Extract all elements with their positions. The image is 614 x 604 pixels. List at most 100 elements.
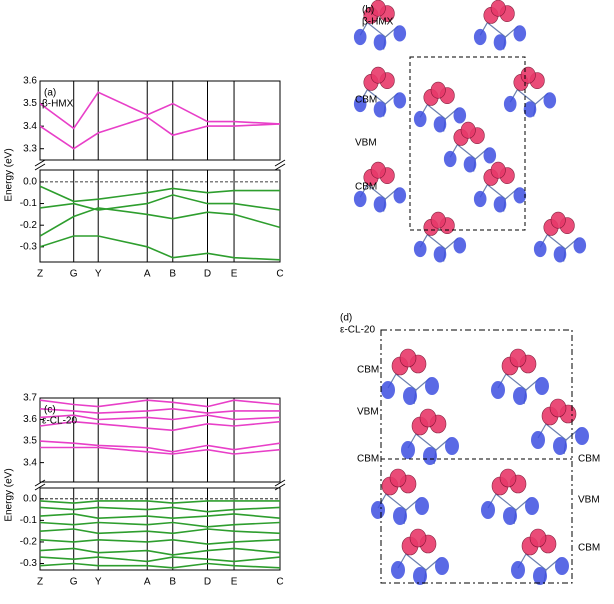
panel-label: (d) (340, 313, 352, 324)
orbital-lobe (423, 447, 437, 465)
band (40, 562, 280, 569)
orbital-lobe (490, 161, 506, 179)
bond (505, 373, 527, 391)
orbital-lobe (399, 348, 417, 368)
orbital-lobe (491, 381, 505, 399)
y-tick-label: -0.1 (20, 515, 38, 526)
orbital-lobe (373, 196, 387, 213)
orbital-lobe (513, 25, 527, 42)
orbital-lobe (533, 567, 547, 585)
y-tick-label: -0.2 (20, 220, 38, 231)
axis-break (34, 159, 46, 167)
axis-break (274, 483, 286, 491)
unit-cell (409, 56, 526, 231)
orbital-lobe (523, 101, 537, 118)
band (40, 506, 280, 513)
bond (415, 433, 437, 451)
orbital-lobe (371, 501, 385, 519)
band (40, 446, 280, 455)
orbital-lobe (503, 507, 517, 525)
orbital-lobe (473, 28, 487, 46)
band (40, 538, 280, 545)
orbital-lobe (490, 0, 506, 17)
annotation: β-HMX (42, 99, 74, 110)
orbital-lobe (460, 121, 476, 139)
y-tick-label: 3.6 (23, 414, 37, 425)
band (40, 420, 280, 432)
orbital-lobe (373, 34, 387, 51)
x-tick-label: Z (37, 577, 43, 588)
axis-break (274, 479, 286, 487)
bond (367, 89, 386, 105)
orbital-lobe (389, 468, 407, 488)
x-tick-label: E (231, 577, 238, 588)
y-axis-label: Energy (eV) (4, 148, 15, 201)
orbital-lobe (381, 381, 395, 399)
orbital-lobe (419, 408, 437, 428)
orbital-lobe (393, 507, 407, 525)
bond (427, 234, 446, 250)
band-label: VBM (355, 138, 377, 149)
orbital-lobe (573, 237, 587, 254)
band (40, 207, 280, 237)
band-label: CBM (357, 454, 379, 465)
compound-label: β-HMX (362, 17, 394, 28)
y-tick-label: -0.3 (20, 241, 38, 252)
y-tick-label: 3.5 (23, 436, 37, 447)
band (40, 194, 280, 211)
y-tick-label: 3.3 (23, 143, 37, 154)
band (40, 440, 280, 453)
orbital-lobe (463, 156, 477, 173)
y-tick-label: 3.4 (23, 121, 37, 132)
bond (427, 104, 446, 120)
band (40, 556, 280, 563)
bond (545, 423, 567, 441)
band (40, 399, 280, 408)
bond (405, 553, 427, 571)
axis-break (34, 479, 46, 487)
orbital-lobe (445, 437, 459, 455)
band-label: CBM (355, 182, 377, 193)
orbital-lobe (393, 92, 407, 109)
orbital-lobe (529, 528, 547, 548)
band (40, 235, 280, 261)
orbital-lobe (401, 441, 415, 459)
orbital-lobe (575, 427, 589, 445)
orbital-lobe (413, 567, 427, 585)
orbital-lobe (493, 196, 507, 213)
band (40, 407, 280, 414)
panel-label: (b) (362, 5, 374, 16)
orbital-lobe (425, 377, 439, 395)
panel-label: (a) (44, 88, 56, 99)
y-tick-label: -0.2 (20, 537, 38, 548)
x-tick-label: B (169, 577, 176, 588)
orbital-lobe (513, 187, 527, 204)
x-tick-label: Z (37, 269, 43, 280)
orbital-lobe (413, 110, 427, 128)
orbital-lobe (393, 187, 407, 204)
axis-break (34, 483, 46, 491)
orbital-lobe (433, 116, 447, 133)
band-label: CBM (578, 543, 600, 554)
orbital-lobe (553, 437, 567, 455)
x-tick-label: D (204, 269, 211, 280)
orbital-lobe (473, 190, 487, 208)
band-label: VBM (578, 495, 600, 506)
orbital-lobe (509, 348, 527, 368)
orbital-lobe (503, 95, 517, 113)
bond (517, 89, 536, 105)
band (40, 185, 280, 203)
y-tick-label: 3.5 (23, 98, 37, 109)
y-tick-label: 0.0 (23, 493, 37, 504)
x-tick-label: B (169, 269, 176, 280)
bond (487, 184, 506, 200)
y-tick-label: 3.7 (23, 393, 37, 404)
axis-break (274, 159, 286, 167)
band (40, 500, 280, 504)
orbital-lobe (525, 497, 539, 515)
band-label: CBM (357, 365, 379, 376)
x-tick-label: G (70, 269, 78, 280)
y-axis-label: Energy (eV) (4, 468, 15, 521)
orbital-lobe (513, 387, 527, 405)
